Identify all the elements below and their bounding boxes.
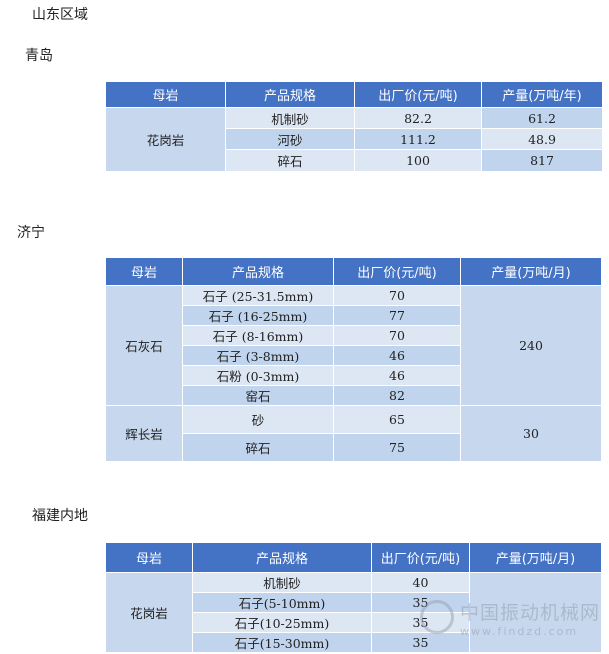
spec-cell: 砂 [182,405,334,434]
spec-cell: 石子 (8-16mm) [182,325,334,346]
header-spec: 产品规格 [225,81,355,108]
header-price: 出厂价(元/吨) [354,81,482,108]
price-cell: 77 [333,305,461,326]
jining-table: 母岩 产品规格 出厂价(元/吨) 产量(万吨/月) 石灰石 石子 (25-31.5mm)… [105,257,602,462]
table-row: 碎石 75 [106,433,602,462]
header-rock: 母岩 [105,542,193,573]
output-cell: 48.9 [481,128,603,150]
header-output: 产量(万吨/月) [460,257,602,286]
spec-cell: 机制砂 [225,107,355,129]
price-cell: 40 [371,572,470,593]
table-row: 窑石 82 [106,385,602,406]
rock-cell: 花岗岩 [105,572,193,653]
spec-cell: 石子 (16-25mm) [182,305,334,326]
header-price: 出厂价(元/吨) [371,542,470,573]
price-cell: 65 [333,405,461,434]
table-row: 辉长岩砂 65 30 [105,405,602,462]
rock-cell: 花岗岩 [105,107,226,172]
spec-cell: 石子(10-25mm) [192,612,372,633]
header-output: 产量(万吨/月) [469,542,602,573]
header-price: 出厂价(元/吨) [333,257,461,286]
table-row: 石子 (3-8mm) 46 [106,345,602,366]
output-cell: 817 [481,149,603,172]
spec-cell: 石粉 (0-3mm) [182,365,334,386]
spec-cell: 石子(15-30mm) [192,632,372,653]
output-cell: 240 [460,285,602,406]
output-cell: 61.2 [481,107,603,129]
spec-cell: 碎石 [225,149,355,172]
spec-cell: 石子 (25-31.5mm) [182,285,334,306]
price-cell: 46 [333,345,461,366]
section-title-qingdao: 青岛 [25,48,53,64]
watermark-url: www.findzd.com [460,625,579,638]
price-cell: 75 [333,433,461,462]
spec-cell: 机制砂 [192,572,372,593]
header-rock: 母岩 [105,81,226,108]
table-row: 碎石 100 817 [106,149,603,172]
section-title-fujian: 福建内地 [32,508,88,524]
header-rock: 母岩 [105,257,183,286]
table-row: 石灰石 石子 (25-31.5mm) 70 240 [105,285,602,406]
fujian-table: 母岩 产品规格 出厂价(元/吨) 产量(万吨/月) 花岗岩 机制砂 40 石子(5-10m… [105,542,602,653]
header-spec: 产品规格 [182,257,334,286]
output-cell: 30 [460,405,602,462]
table-row: 花岗岩 机制砂 40 [105,572,602,653]
rock-cell: 石灰石 [105,285,183,406]
price-cell: 46 [333,365,461,386]
spec-cell: 石子 (3-8mm) [182,345,334,366]
watermark-logo: 中国振动机械网 www.findzd.com [420,598,600,638]
spec-cell: 石子(5-10mm) [192,592,372,613]
spec-cell: 河砂 [225,128,355,150]
rock-cell: 辉长岩 [105,405,183,462]
header-spec: 产品规格 [192,542,372,573]
table-row: 河砂 111.2 48.9 [106,128,603,150]
header-output: 产量(万吨/年) [481,81,603,108]
region-title: 山东区域 [32,7,88,23]
watermark-name: 中国振动机械网 [460,602,601,624]
spec-cell: 碎石 [182,433,334,462]
price-cell: 82.2 [354,107,482,129]
output-cell [469,572,602,653]
section-title-jining: 济宁 [17,225,45,241]
table-row: 石子(15-30mm) 35 [106,632,602,653]
table-row: 石粉 (0-3mm) 46 [106,365,602,386]
price-cell: 70 [333,325,461,346]
price-cell: 70 [333,285,461,306]
spec-cell: 窑石 [182,385,334,406]
qingdao-table: 母岩 产品规格 出厂价(元/吨) 产量(万吨/年) 花岗岩 机制砂 82.2 61.2 河砂… [105,81,603,172]
price-cell: 100 [354,149,482,172]
table-row: 花岗岩 机制砂 82.2 61.2 [105,107,603,172]
price-cell: 35 [371,632,470,653]
price-cell: 111.2 [354,128,482,150]
gear-icon [420,600,454,634]
table-row: 石子 (8-16mm) 70 [106,325,602,346]
price-cell: 82 [333,385,461,406]
